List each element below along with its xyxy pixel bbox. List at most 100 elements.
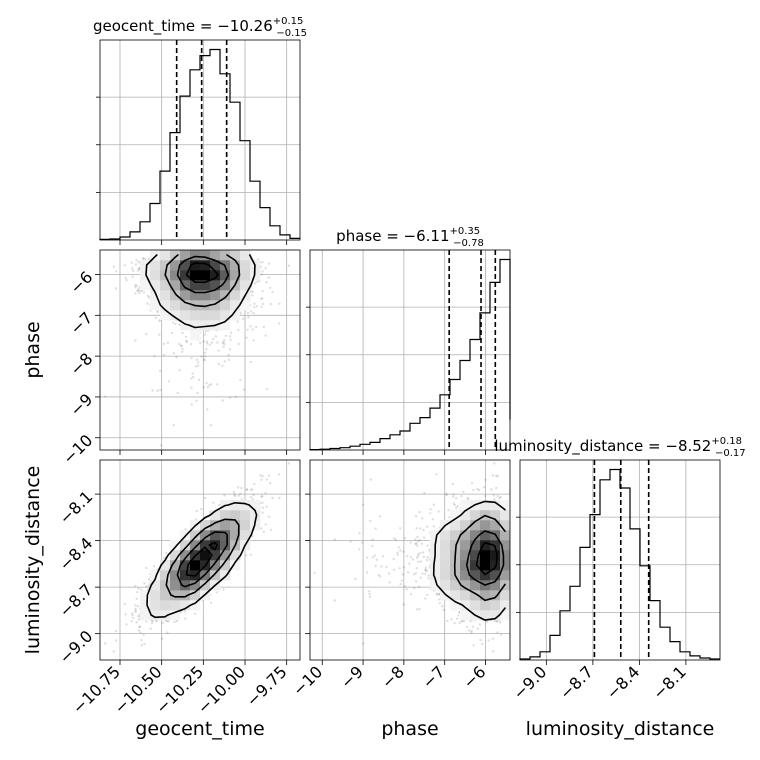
scatter-point (125, 279, 128, 282)
scatter-point (233, 493, 236, 496)
density-cell (180, 270, 191, 281)
scatter-point (142, 291, 146, 294)
scatter-point (261, 511, 264, 514)
scatter-point (260, 495, 263, 498)
density-cell (170, 260, 181, 271)
scatter-point (205, 340, 208, 343)
scatter-point (287, 264, 291, 267)
scatter-point (167, 620, 170, 623)
scatter-point (178, 342, 181, 346)
scatter-point (269, 528, 273, 532)
scatter-point (149, 627, 152, 630)
scatter-point (115, 639, 118, 642)
scatter-point (253, 482, 256, 486)
density-cell (170, 610, 181, 621)
density-cell (200, 290, 211, 301)
scatter-point (184, 617, 187, 620)
scatter-point (277, 322, 281, 325)
density-cell (190, 260, 201, 271)
scatter-point (173, 620, 176, 624)
scatter-point (247, 315, 250, 319)
density-cell (180, 540, 191, 551)
density-cell (160, 590, 171, 601)
scatter-point (253, 306, 256, 309)
scatter-point (206, 385, 209, 389)
scatter-point (134, 263, 138, 266)
scatter-point (137, 614, 140, 618)
density-cell (190, 250, 201, 261)
scatter-point (261, 290, 264, 293)
scatter-point (176, 619, 179, 623)
scatter-point (234, 395, 237, 398)
scatter-point (145, 332, 148, 336)
scatter-point (287, 462, 291, 465)
density-cell (170, 300, 181, 311)
density-cell (200, 300, 211, 311)
density-cell (180, 290, 191, 301)
scatter-point (194, 365, 198, 368)
scatter-point (132, 269, 135, 273)
density-cell (190, 280, 201, 291)
scatter-point (156, 389, 159, 392)
contours-geocent_time-luminosity_distance (146, 502, 258, 619)
density-cell (180, 560, 191, 571)
scatter-point (184, 335, 188, 339)
density-cell (220, 310, 231, 321)
scatter-point (146, 294, 149, 298)
scatter-point (251, 294, 254, 297)
scatter-point (217, 349, 220, 352)
scatter-point (134, 607, 137, 611)
scatter-point (251, 488, 254, 491)
scatter-point (181, 331, 184, 335)
density-cell (180, 300, 191, 311)
density-cell (210, 250, 221, 261)
scatter-point (264, 334, 267, 337)
scatter-point (249, 360, 252, 364)
scatter-point (135, 284, 138, 287)
scatter-point (190, 342, 193, 346)
density-cell (170, 550, 181, 561)
scatter-point (175, 355, 178, 359)
panel-geocent_time-luminosity_distance (99, 459, 301, 661)
density-cell (180, 550, 191, 561)
scatter-point (134, 339, 137, 342)
frame-geocent_time-phase (99, 249, 301, 451)
scatter-point (170, 331, 174, 335)
density-cell (210, 520, 221, 531)
density-cell (210, 270, 221, 281)
density-cell (200, 520, 211, 531)
scatter-point (249, 488, 252, 492)
scatter-point (237, 342, 240, 346)
scatter-point (252, 312, 255, 315)
scatter-point (212, 501, 215, 504)
density-cell (230, 260, 241, 271)
scatter-point (260, 305, 263, 308)
density-cell (140, 270, 151, 281)
scatter-point (267, 262, 271, 265)
density-cell (160, 290, 171, 301)
scatter-point (261, 297, 264, 300)
scatter-point (269, 481, 272, 485)
density-cell (210, 560, 221, 571)
scatter-point (260, 273, 263, 276)
scatter-point (265, 478, 268, 481)
density-cell (200, 580, 211, 591)
density-cell (220, 290, 231, 301)
scatter-point (192, 375, 195, 379)
scatter-point (150, 622, 154, 625)
scatter-point (172, 321, 175, 324)
density-cell (190, 330, 201, 341)
density-geocent_time-luminosity_distance (140, 500, 261, 621)
scatter-point (190, 357, 193, 360)
panel-geocent_time-phase (99, 249, 301, 451)
density-cell (160, 600, 171, 611)
scatter-point (130, 620, 133, 623)
scatter-point (264, 491, 267, 495)
scatter-point (134, 604, 137, 607)
density-cell (190, 580, 201, 591)
scatter-point (223, 338, 226, 342)
scatter-point (137, 260, 140, 264)
density-cell (200, 540, 211, 551)
scatter-point (227, 358, 231, 361)
scatter-point (237, 494, 240, 497)
